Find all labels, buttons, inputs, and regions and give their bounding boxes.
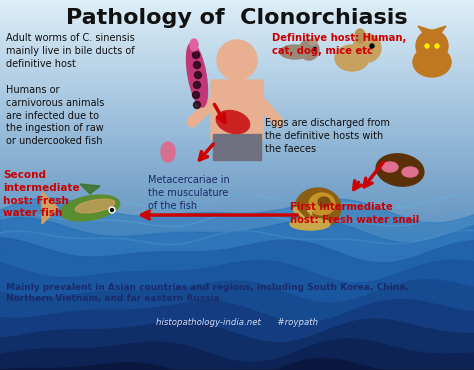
Circle shape: [416, 30, 448, 62]
Polygon shape: [80, 184, 100, 194]
Ellipse shape: [335, 45, 369, 71]
Circle shape: [425, 44, 429, 48]
Ellipse shape: [75, 199, 115, 213]
Circle shape: [308, 208, 312, 212]
Text: Mainly prevalent in Asian countries and regions, including South Korea, China,: Mainly prevalent in Asian countries and …: [6, 283, 409, 292]
Ellipse shape: [190, 39, 198, 51]
Circle shape: [217, 40, 257, 80]
Ellipse shape: [318, 197, 330, 207]
Text: Humans or
carnivorous animals
are infected due to
the ingestion of raw
or underc: Humans or carnivorous animals are infect…: [6, 85, 104, 146]
Polygon shape: [0, 319, 474, 370]
Polygon shape: [0, 299, 474, 370]
Polygon shape: [0, 280, 474, 370]
Circle shape: [193, 61, 201, 68]
Ellipse shape: [295, 188, 341, 228]
Text: Definitive host: Human,
cat, dog, mice etc: Definitive host: Human, cat, dog, mice e…: [272, 33, 406, 56]
Circle shape: [193, 101, 201, 108]
Text: Adult worms of C. sinensis
mainly live in bile ducts of
definitive host: Adult worms of C. sinensis mainly live i…: [6, 33, 135, 68]
Circle shape: [435, 44, 439, 48]
Ellipse shape: [60, 195, 119, 221]
Ellipse shape: [161, 142, 175, 162]
Circle shape: [194, 71, 201, 78]
Ellipse shape: [355, 29, 365, 43]
FancyBboxPatch shape: [211, 80, 263, 140]
Ellipse shape: [413, 47, 451, 77]
Text: Northern Vietnam, and far eastern Russia.: Northern Vietnam, and far eastern Russia…: [6, 294, 223, 303]
Ellipse shape: [216, 111, 250, 134]
Text: Eggs are discharged from
the definitive hosts with
the faeces: Eggs are discharged from the definitive …: [265, 118, 390, 154]
Text: Second
intermediate
host: Fresh
water fish: Second intermediate host: Fresh water fi…: [3, 170, 80, 218]
Circle shape: [110, 209, 113, 212]
Polygon shape: [0, 339, 474, 370]
Polygon shape: [0, 238, 474, 370]
Ellipse shape: [376, 154, 424, 186]
Ellipse shape: [280, 45, 310, 59]
FancyArrowPatch shape: [142, 211, 297, 219]
Polygon shape: [0, 218, 474, 370]
Bar: [231, 78, 243, 84]
Circle shape: [109, 207, 115, 213]
Circle shape: [299, 40, 319, 60]
Ellipse shape: [290, 218, 330, 230]
Ellipse shape: [309, 39, 317, 45]
Circle shape: [353, 34, 381, 62]
Circle shape: [313, 47, 317, 50]
Circle shape: [293, 208, 299, 212]
Polygon shape: [42, 192, 58, 224]
Ellipse shape: [382, 162, 398, 172]
Polygon shape: [418, 26, 430, 34]
Polygon shape: [0, 359, 474, 370]
Ellipse shape: [309, 193, 335, 215]
Bar: [213, 134, 261, 160]
FancyArrowPatch shape: [354, 181, 361, 189]
Polygon shape: [0, 198, 474, 370]
Circle shape: [192, 51, 200, 58]
Circle shape: [192, 91, 200, 98]
Polygon shape: [0, 260, 474, 370]
Text: histopathology-india.net      #roypath: histopathology-india.net #roypath: [156, 318, 318, 327]
Text: First intermediate
host: Fresh water snail: First intermediate host: Fresh water sna…: [290, 202, 419, 225]
FancyArrowPatch shape: [364, 162, 383, 187]
Polygon shape: [434, 26, 446, 34]
Text: Metacercariae in
the musculature
of the fish: Metacercariae in the musculature of the …: [148, 175, 230, 211]
Text: Pathology of  Clonorchiasis: Pathology of Clonorchiasis: [66, 8, 408, 28]
Ellipse shape: [402, 167, 418, 177]
Circle shape: [193, 81, 201, 88]
Ellipse shape: [186, 43, 208, 107]
FancyArrowPatch shape: [200, 144, 213, 160]
FancyArrowPatch shape: [214, 104, 225, 122]
Circle shape: [370, 44, 374, 48]
